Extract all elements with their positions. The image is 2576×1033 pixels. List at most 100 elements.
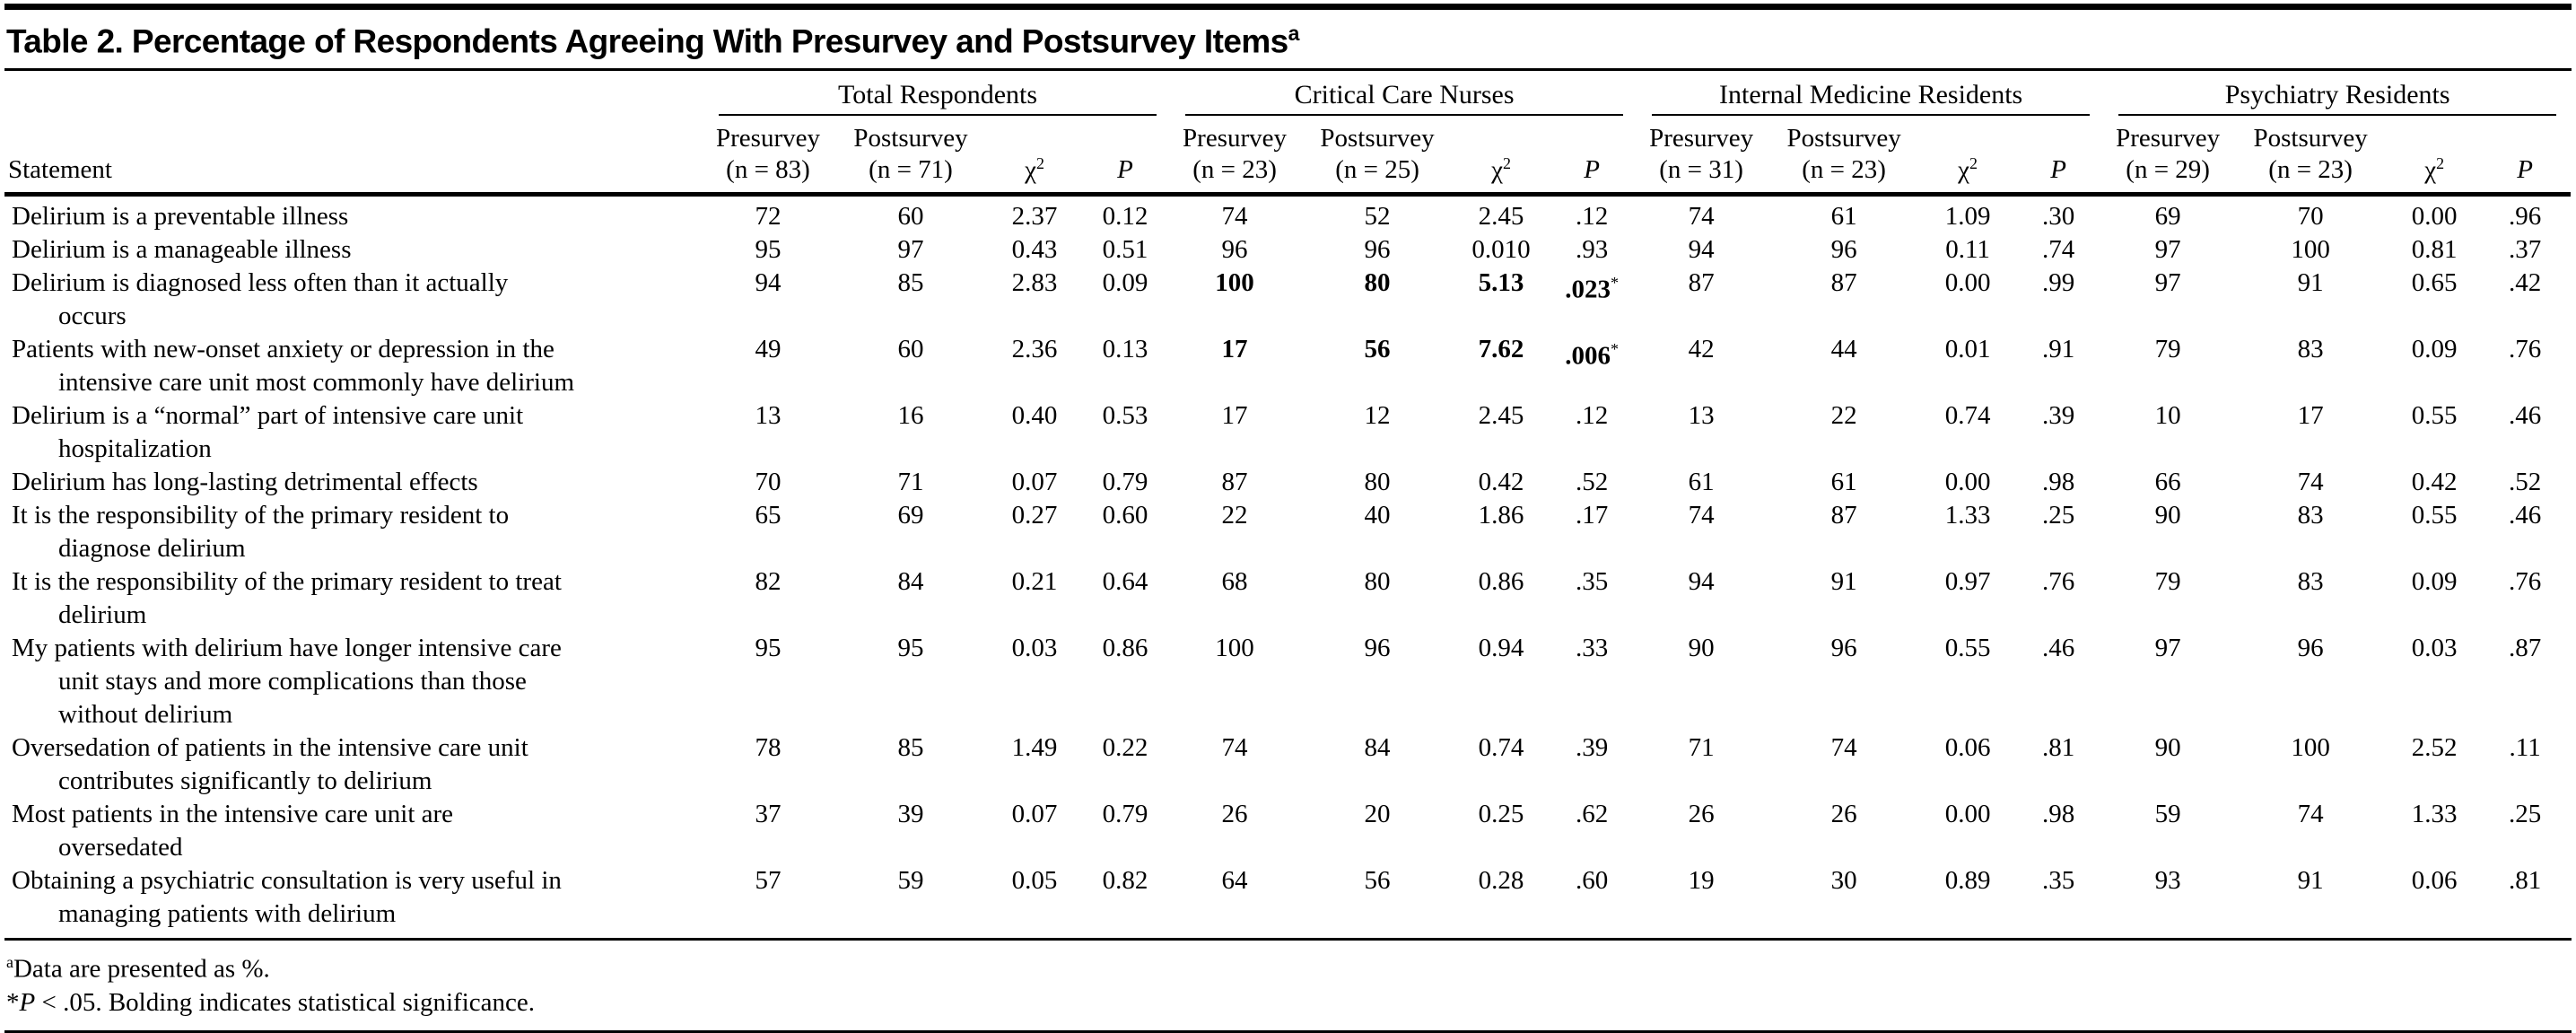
value-cell: 0.25 xyxy=(1478,800,1524,829)
table-row: It is the responsibility of the primary … xyxy=(4,565,2571,632)
value-cell: .91 xyxy=(2041,335,2075,364)
value-cell: 22 xyxy=(1221,501,1248,530)
value-cell: .42 xyxy=(2509,268,2542,298)
value-cell: 84 xyxy=(897,567,924,597)
value-cell: 0.74 xyxy=(1478,733,1524,763)
value-cell: 0.07 xyxy=(1011,800,1058,829)
value-cell: 59 xyxy=(897,866,924,896)
value-cell: 74 xyxy=(1221,733,1248,763)
table-title-text: Table 2. Percentage of Respondents Agree… xyxy=(6,22,1288,60)
value-cell: 44 xyxy=(1830,335,1857,364)
statement-cell: Delirium has long-lasting detrimental ef… xyxy=(12,468,478,497)
value-cell: .93 xyxy=(1575,235,1609,265)
value-cell: .11 xyxy=(2509,733,2541,763)
value-cell: 93 xyxy=(2154,866,2181,896)
value-cell: 90 xyxy=(1688,634,1715,663)
group-header-critical-care-nurses: Critical Care Nurses xyxy=(1171,71,1637,117)
table-row: Patients with new-onset anxiety or depre… xyxy=(4,333,2571,399)
value-cell: 0.60 xyxy=(1102,501,1148,530)
value-cell: .25 xyxy=(2041,501,2075,530)
value-cell: .76 xyxy=(2509,567,2542,597)
value-cell: 95 xyxy=(897,634,924,663)
results-table: Total Respondents Critical Care Nurses I… xyxy=(4,71,2572,938)
value-cell: 100 xyxy=(2291,733,2330,763)
value-cell: 0.22 xyxy=(1102,733,1148,763)
value-cell: 59 xyxy=(2154,800,2181,829)
statement-column-header: Statement xyxy=(4,116,704,197)
table-row: Delirium is diagnosed less often than it… xyxy=(4,267,2571,333)
value-cell: .023* xyxy=(1565,274,1619,304)
value-cell: 2.36 xyxy=(1011,335,1058,364)
value-cell: 0.82 xyxy=(1102,866,1148,896)
value-cell: 80 xyxy=(1364,468,1391,497)
value-cell: .98 xyxy=(2041,468,2075,497)
value-cell: 30 xyxy=(1830,866,1857,896)
value-cell: .33 xyxy=(1575,634,1609,663)
value-cell: 80 xyxy=(1364,268,1391,298)
value-cell: 94 xyxy=(1688,235,1715,265)
value-cell: 0.07 xyxy=(1011,468,1058,497)
value-cell: 74 xyxy=(1830,733,1857,763)
value-cell: 0.00 xyxy=(1944,268,1991,298)
value-cell: 87 xyxy=(1221,468,1248,497)
value-cell: 7.62 xyxy=(1478,335,1524,364)
p-value-column-header: P xyxy=(2479,116,2572,197)
value-cell: .17 xyxy=(1575,501,1609,530)
value-cell: 0.09 xyxy=(1102,268,1148,298)
value-cell: 0.65 xyxy=(2411,268,2458,298)
p-value-column-header: P xyxy=(2013,116,2105,197)
value-cell: 2.45 xyxy=(1478,401,1524,431)
table-row: Delirium has long-lasting detrimental ef… xyxy=(4,466,2571,499)
value-cell: 87 xyxy=(1830,501,1857,530)
value-cell: .006* xyxy=(1565,340,1619,371)
value-cell: 61 xyxy=(1688,468,1715,497)
value-cell: 80 xyxy=(1364,567,1391,597)
value-cell: 74 xyxy=(1221,202,1248,232)
value-cell: 1.33 xyxy=(1944,501,1991,530)
value-cell: 74 xyxy=(1688,202,1715,232)
value-cell: 97 xyxy=(897,235,924,265)
p-value-column-header: P xyxy=(1546,116,1638,197)
value-cell: .76 xyxy=(2509,335,2542,364)
table-row: Delirium is a preventable illness 72 60 2.3… xyxy=(4,195,2571,234)
value-cell: 16 xyxy=(897,401,924,431)
chi-square-column-header: χ2 xyxy=(990,116,1079,197)
value-cell: 79 xyxy=(2154,335,2181,364)
value-cell: 57 xyxy=(755,866,782,896)
value-cell: 2.83 xyxy=(1011,268,1058,298)
value-cell: 0.53 xyxy=(1102,401,1148,431)
value-cell: 26 xyxy=(1688,800,1715,829)
value-cell: 17 xyxy=(1221,401,1248,431)
value-cell: 96 xyxy=(1364,634,1391,663)
value-cell: .60 xyxy=(1575,866,1609,896)
value-cell: 0.86 xyxy=(1102,634,1148,663)
value-cell: .46 xyxy=(2509,501,2542,530)
value-cell: 100 xyxy=(1215,634,1254,663)
value-cell: .25 xyxy=(2509,800,2542,829)
table-row: Oversedation of patients in the intensiv… xyxy=(4,731,2571,798)
value-cell: 39 xyxy=(897,800,924,829)
value-cell: .52 xyxy=(2509,468,2542,497)
value-cell: 94 xyxy=(755,268,782,298)
value-cell: 0.11 xyxy=(1945,235,1990,265)
value-cell: .37 xyxy=(2509,235,2542,265)
value-cell: 83 xyxy=(2297,501,2324,530)
value-cell: 91 xyxy=(2297,866,2324,896)
statement-cell: It is the responsibility of the primary … xyxy=(12,501,510,564)
group-header-row: Total Respondents Critical Care Nurses I… xyxy=(4,71,2571,117)
value-cell: 0.43 xyxy=(1011,235,1058,265)
value-cell: 0.13 xyxy=(1102,335,1148,364)
value-cell: 0.55 xyxy=(1944,634,1991,663)
postsurvey-column-header: Postsurvey (n = 23) xyxy=(1765,116,1924,197)
value-cell: 97 xyxy=(2154,268,2181,298)
value-cell: 72 xyxy=(755,202,782,232)
value-cell: 0.86 xyxy=(1478,567,1524,597)
value-cell: 95 xyxy=(755,235,782,265)
value-cell: 87 xyxy=(1830,268,1857,298)
value-cell: 1.33 xyxy=(2411,800,2458,829)
value-cell: 56 xyxy=(1364,335,1391,364)
group-header-internal-medicine-residents: Internal Medicine Residents xyxy=(1637,71,2104,117)
value-cell: 70 xyxy=(755,468,782,497)
value-cell: 96 xyxy=(1830,634,1857,663)
value-cell: .35 xyxy=(2041,866,2075,896)
